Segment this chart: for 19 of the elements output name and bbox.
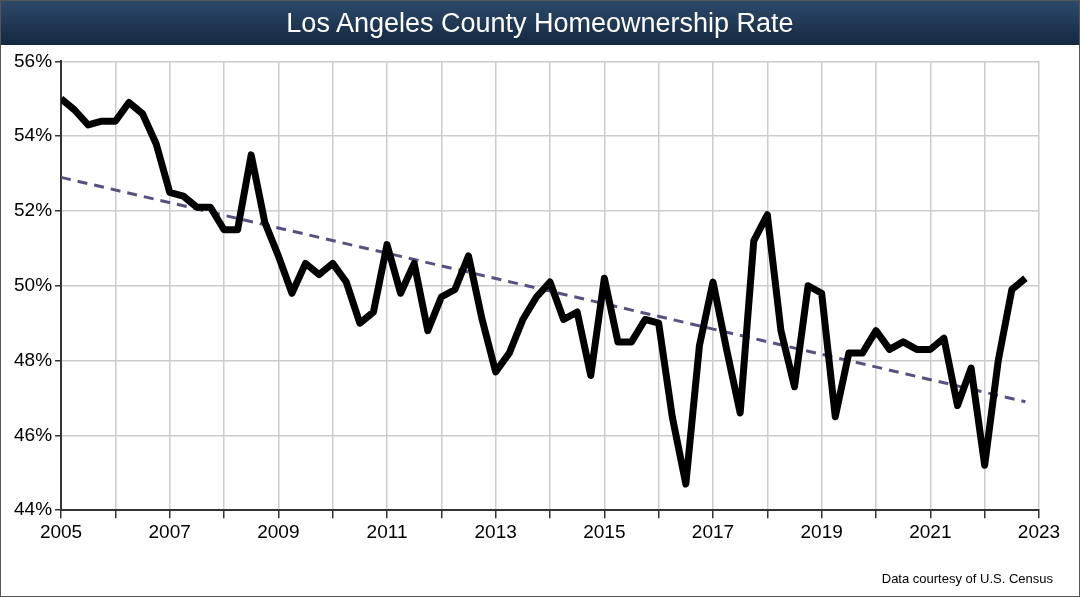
y-tick-label: 54% — [14, 124, 53, 146]
y-tick-label: 56% — [14, 49, 53, 71]
chart-title: Los Angeles County Homeownership Rate — [1, 1, 1079, 45]
y-tick-label: 44% — [14, 498, 53, 520]
x-tick-label: 2007 — [148, 520, 191, 542]
x-tick-label: 2019 — [800, 520, 843, 542]
text: Data courtesy of U.S. Census — [881, 571, 1053, 586]
x-tick-label: 2015 — [583, 520, 626, 542]
y-tick-label: 50% — [14, 274, 53, 296]
x-tick-label: 2009 — [257, 520, 300, 542]
y-tick-label: 52% — [14, 199, 53, 221]
x-tick-label: 2023 — [1017, 520, 1061, 542]
x-tick-label: 2017 — [691, 520, 735, 542]
x-tick-label: 2013 — [474, 520, 517, 542]
y-tick-label: 46% — [14, 423, 53, 445]
x-tick-label: 2011 — [366, 520, 408, 542]
y-tick-label: 48% — [14, 348, 53, 370]
x-tick-label: 2005 — [39, 520, 83, 542]
x-tick-label: 2021 — [909, 520, 952, 542]
